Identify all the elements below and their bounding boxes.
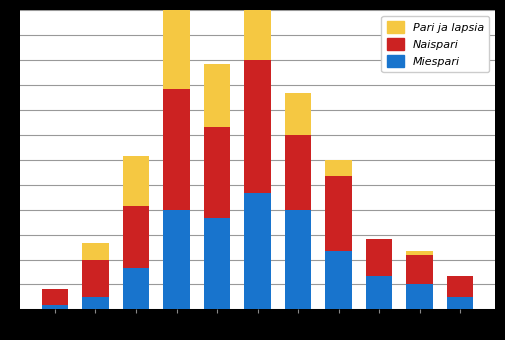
- Legend: Pari ja lapsia, Naispari, Miespari: Pari ja lapsia, Naispari, Miespari: [381, 16, 489, 72]
- Bar: [285, 210, 311, 309]
- Bar: [163, 0, 190, 89]
- Bar: [82, 243, 109, 259]
- Bar: [244, 193, 271, 309]
- Bar: [366, 276, 392, 309]
- Bar: [163, 210, 190, 309]
- Bar: [82, 297, 109, 309]
- Bar: [204, 218, 230, 309]
- Bar: [163, 89, 190, 210]
- Bar: [285, 135, 311, 210]
- Bar: [204, 126, 230, 218]
- Bar: [123, 156, 149, 205]
- Bar: [325, 160, 352, 176]
- Bar: [244, 60, 271, 193]
- Bar: [285, 93, 311, 135]
- Bar: [407, 251, 433, 255]
- Bar: [407, 255, 433, 285]
- Bar: [407, 285, 433, 309]
- Bar: [42, 289, 68, 305]
- Bar: [123, 268, 149, 309]
- Bar: [325, 176, 352, 251]
- Bar: [244, 0, 271, 60]
- Bar: [366, 239, 392, 276]
- Bar: [447, 297, 473, 309]
- Bar: [204, 64, 230, 126]
- Bar: [123, 205, 149, 268]
- Bar: [42, 305, 68, 309]
- Bar: [325, 251, 352, 309]
- Bar: [447, 276, 473, 297]
- Bar: [82, 259, 109, 297]
